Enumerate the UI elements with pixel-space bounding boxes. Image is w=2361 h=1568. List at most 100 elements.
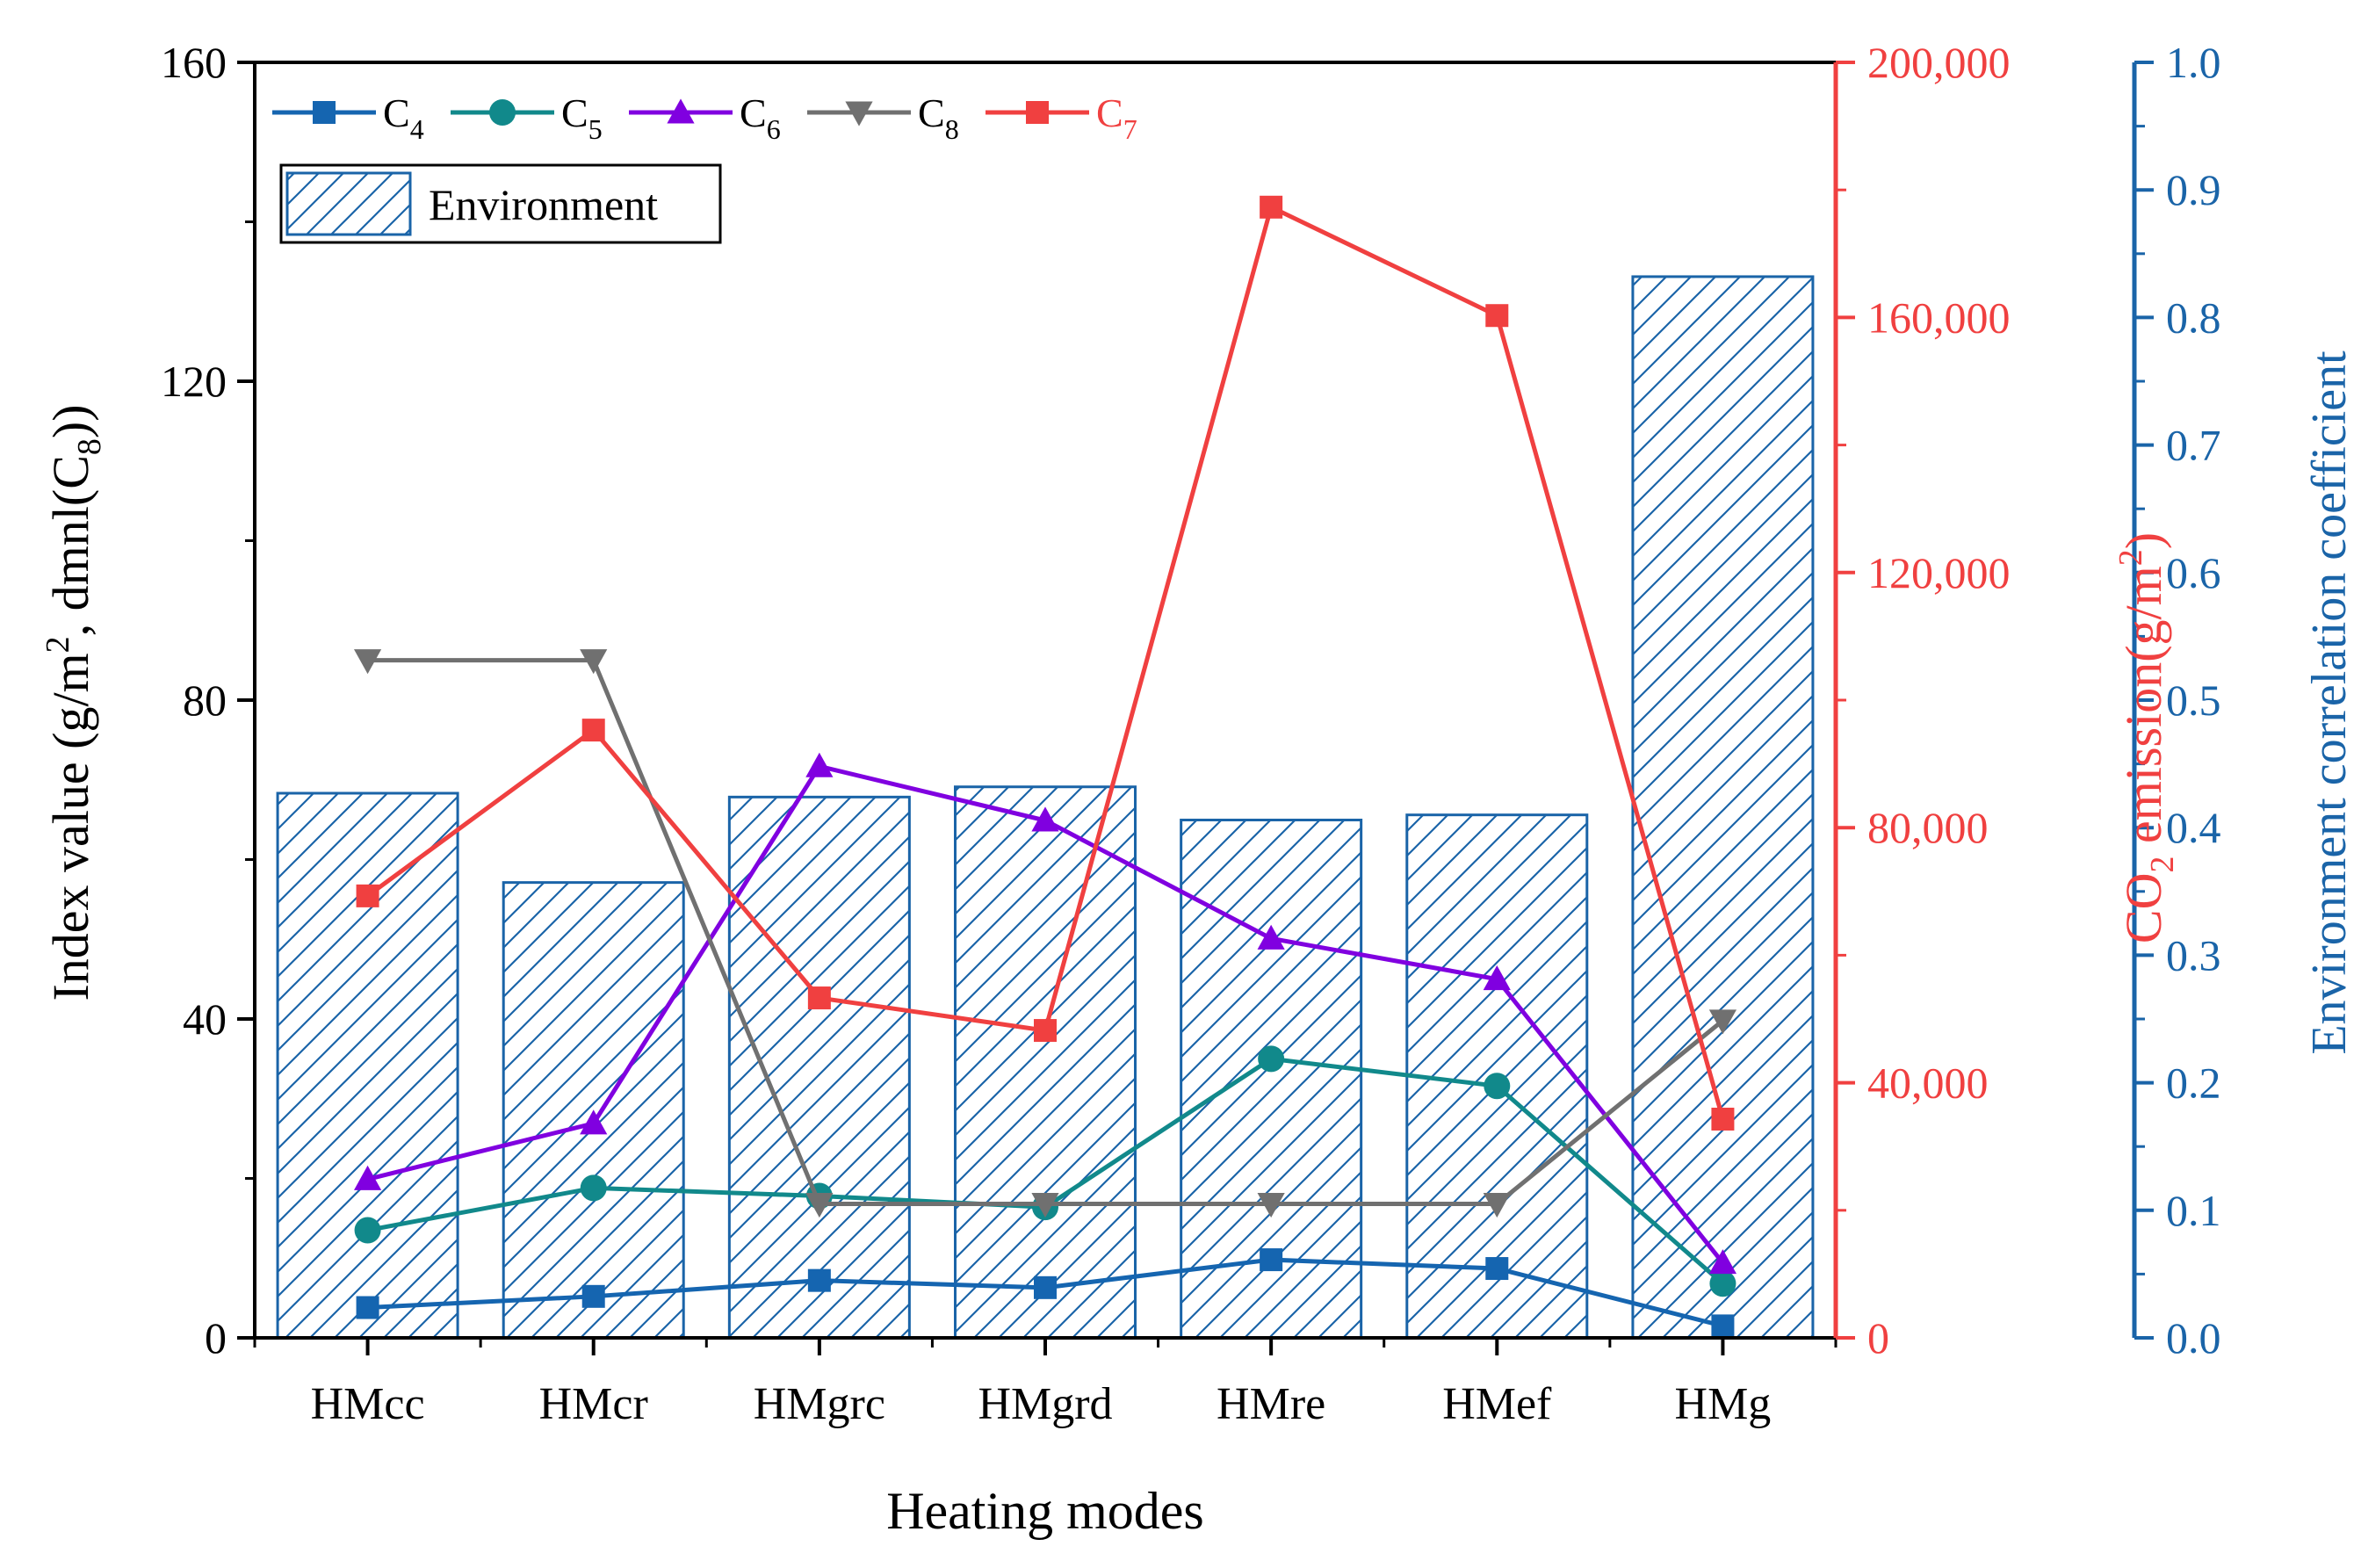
- legend-item-C4: C4: [272, 90, 424, 145]
- point-C6-HMg: [1708, 1249, 1737, 1275]
- co2-axis-title: CO2 emission(g/m2): [2112, 532, 2181, 943]
- left-axis: 0 40 80 120 160: [161, 38, 255, 1362]
- left-axis-title-sup: 2: [40, 636, 76, 653]
- legend-marker-C4: [313, 101, 336, 124]
- legend-item-C7: C7: [986, 90, 1137, 145]
- point-C6-HMef: [1483, 965, 1511, 991]
- point-C7-HMef: [1485, 304, 1509, 328]
- point-C5-HMre: [1258, 1045, 1285, 1073]
- left-tick-label-0: 0: [205, 1313, 227, 1362]
- environment-tick-label-5: 0.5: [2166, 676, 2221, 725]
- legend-label-sub-C5: 5: [588, 113, 603, 145]
- point-C6-HMcc: [353, 1165, 382, 1190]
- legend-label-C5: C5: [561, 90, 603, 145]
- left-tick-label-1: 40: [183, 994, 227, 1044]
- point-C6-HMre: [1257, 924, 1285, 950]
- point-C6-HMgrc: [805, 752, 834, 777]
- point-C7-HMcc: [356, 884, 379, 907]
- point-C7-HMcr: [581, 719, 605, 742]
- x-tick-label-HMg: HMg: [1675, 1379, 1772, 1429]
- legend-label-sub-C6: 6: [767, 113, 781, 145]
- environment-bar-HMcc: [276, 791, 459, 1340]
- legend-item-C5: C5: [451, 90, 603, 145]
- legend-item-environment: Environment: [279, 163, 722, 244]
- environment-tick-label-0: 0.0: [2166, 1313, 2221, 1362]
- co2-tick-label-3: 120,000: [1867, 548, 2011, 597]
- co2-axis-title-part3: ): [2115, 532, 2172, 549]
- x-tick-label-HMgrc: HMgrc: [754, 1379, 885, 1429]
- legend-marker-C8: [845, 101, 873, 126]
- series-C7: [356, 195, 1735, 1131]
- point-C4-HMgrc: [807, 1268, 831, 1292]
- co2-tick-label-1: 40,000: [1867, 1059, 1989, 1108]
- x-axis-title: Heating modes: [886, 1482, 1204, 1540]
- co2-axis-title-sub: 2: [2144, 856, 2181, 873]
- line-series: [353, 195, 1737, 1338]
- x-tick-label-HMcc: HMcc: [311, 1379, 425, 1429]
- environment-tick-label-1: 0.1: [2166, 1186, 2221, 1235]
- left-axis-title: Index value (g/m2, dmnl(C8)): [40, 404, 108, 1001]
- left-axis-title-part3: )): [42, 404, 99, 438]
- point-C8-HMcr: [580, 649, 608, 675]
- legend-label-main-C4: C: [383, 90, 410, 135]
- legend-label-main-C6: C: [740, 90, 767, 135]
- legend-swatch-environment: [285, 171, 412, 236]
- environment-axis-title: Environment correlation coefficient: [2302, 350, 2357, 1055]
- point-C6-HMcr: [580, 1109, 608, 1135]
- environment-tick-label-9: 0.9: [2166, 165, 2221, 214]
- legend-label-environment: Environment: [429, 180, 658, 229]
- point-C8-HMef: [1483, 1193, 1511, 1218]
- legend-label-sub-C4: 4: [410, 113, 424, 145]
- point-C7-HMgrc: [807, 986, 831, 1010]
- point-C4-HMcr: [581, 1284, 605, 1308]
- co2-tick-label-5: 200,000: [1867, 38, 2011, 87]
- environment-tick-label-8: 0.8: [2166, 293, 2221, 342]
- point-C6-HMgrd: [1031, 806, 1059, 832]
- environment-tick-label-4: 0.4: [2166, 803, 2221, 852]
- left-axis-title-part2: , dmnl(C: [42, 455, 99, 636]
- point-C5-HMcc: [354, 1217, 381, 1244]
- series-C8: [353, 649, 1737, 1218]
- legend-label-main-C5: C: [561, 90, 588, 135]
- co2-tick-label-2: 80,000: [1867, 803, 1989, 852]
- point-C5-HMg: [1709, 1270, 1736, 1297]
- legend-marker-C6: [667, 98, 695, 124]
- co2-tick-label-4: 160,000: [1867, 293, 2011, 342]
- legend-label-C8: C8: [918, 90, 959, 145]
- point-C4-HMcc: [356, 1296, 379, 1319]
- point-C5-HMef: [1484, 1073, 1511, 1100]
- environment-tick-label-3: 0.3: [2166, 930, 2221, 979]
- co2-axis-title-sup: 2: [2112, 549, 2149, 566]
- environment-tick-label-2: 0.2: [2166, 1059, 2221, 1108]
- environment-tick-label-7: 0.7: [2166, 421, 2221, 470]
- point-C4-HMgrd: [1034, 1275, 1057, 1299]
- legend-label-main-C8: C: [918, 90, 945, 135]
- environment-axis: 0.0 0.1 0.2 0.3 0.4 0.5 0.6 0.7 0.8 0.9 1.0: [2132, 38, 2221, 1362]
- series-C4: [356, 1248, 1735, 1338]
- legend-label-sub-C7: 7: [1123, 113, 1137, 145]
- point-C8-HMgrc: [805, 1193, 834, 1218]
- legend-label-main-C7: C: [1096, 90, 1123, 135]
- environment-bar-HMg: [1631, 275, 1815, 1340]
- legend-item-C6: C6: [629, 90, 781, 145]
- point-C8-HMgrd: [1031, 1193, 1059, 1218]
- co2-axis-title-part2: emission(g/m: [2115, 566, 2172, 856]
- legend-marker-C5: [489, 99, 516, 126]
- legend-label-C7: C7: [1096, 90, 1137, 145]
- environment-bar-HMgrd: [954, 785, 1137, 1340]
- environment-bar-HMgrc: [727, 795, 911, 1340]
- point-C4-HMre: [1260, 1248, 1283, 1272]
- point-C7-HMg: [1711, 1107, 1735, 1131]
- co2-axis: 0 40,000 80,000 120,000 160,000 200,000: [1833, 38, 2011, 1362]
- point-C8-HMcc: [353, 649, 382, 675]
- left-axis-title-part1: Index value (g/m: [42, 653, 99, 1001]
- bottom-axis: HMcc HMcr HMgrc HMgrd HMre HMef HMg: [253, 1338, 1838, 1429]
- point-C8-HMg: [1708, 1009, 1737, 1035]
- x-tick-label-HMef: HMef: [1442, 1379, 1552, 1429]
- legend-label-C4: C4: [383, 90, 424, 145]
- x-tick-label-HMre: HMre: [1217, 1379, 1325, 1429]
- environment-tick-label-6: 0.6: [2166, 548, 2221, 597]
- left-tick-label-4: 160: [161, 38, 227, 87]
- series-C6: [353, 752, 1737, 1275]
